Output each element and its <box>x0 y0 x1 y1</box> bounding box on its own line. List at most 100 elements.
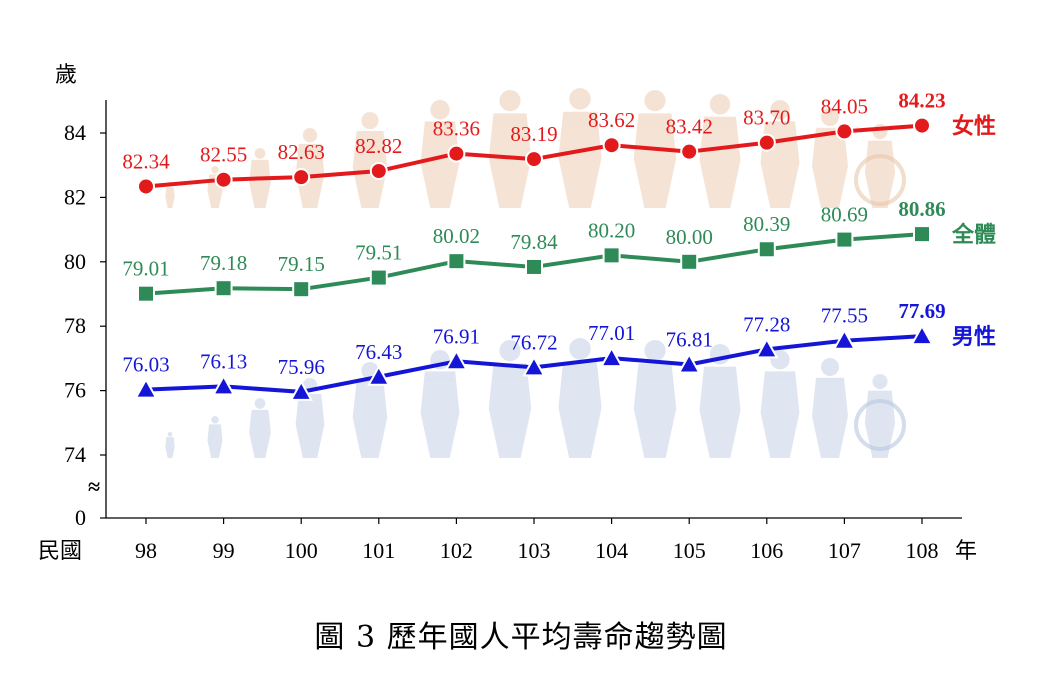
data-label: 80.20 <box>588 218 635 242</box>
series-全體: 79.01 79.18 79.15 79.51 80.02 79.84 80.20 80.00… <box>122 197 996 303</box>
male-figure-8 <box>633 340 677 458</box>
female-figure-body <box>488 113 532 208</box>
x-tick-label: 102 <box>440 538 473 563</box>
data-point-marker <box>292 280 311 299</box>
female-figure-2 <box>249 148 271 208</box>
data-point-marker <box>137 284 155 303</box>
female-figure-8 <box>633 90 677 208</box>
data-label: 79.15 <box>278 252 325 276</box>
figure-caption: 圖 3 歷年國人平均壽命趨勢圖 <box>314 620 728 655</box>
male-figure-head <box>167 432 173 437</box>
y-axis-label: 歲 <box>55 63 77 88</box>
data-label: 77.69 <box>898 299 945 323</box>
male-figure-body <box>249 409 271 458</box>
data-point-marker <box>835 122 854 141</box>
female-figure-head <box>872 124 888 140</box>
x-tick-label: 106 <box>750 538 783 563</box>
data-label: 83.62 <box>588 108 635 132</box>
male-figure-2 <box>249 398 271 458</box>
x-tick-label: 105 <box>673 538 706 563</box>
male-figure-body <box>558 361 602 458</box>
male-figure-body <box>760 371 800 458</box>
data-label: 76.13 <box>200 349 247 373</box>
data-label: 75.96 <box>278 355 325 379</box>
data-point-marker <box>367 364 391 386</box>
data-point-marker <box>369 161 388 180</box>
male-figure-10 <box>760 350 800 458</box>
female-figure-body <box>558 111 602 208</box>
data-label: 84.05 <box>821 94 868 118</box>
data-label: 82.82 <box>355 134 402 158</box>
x-axis-prefix-label: 民國 <box>38 539 82 564</box>
series-name-label: 全體 <box>951 222 996 248</box>
y-tick-label: 82 <box>64 184 86 209</box>
data-point-marker <box>214 170 233 189</box>
data-label: 82.55 <box>200 143 247 167</box>
female-figure-head <box>361 112 379 130</box>
x-tick-label: 98 <box>135 538 157 563</box>
data-label: 83.19 <box>510 122 557 146</box>
data-point-marker <box>599 346 624 368</box>
axis-break-mark: ≈ <box>88 474 100 499</box>
x-tick-label: 107 <box>828 538 861 563</box>
female-figure-head <box>430 100 450 120</box>
male-figure-body <box>812 377 848 458</box>
data-point-marker <box>602 246 621 265</box>
data-label: 77.01 <box>588 321 635 345</box>
x-tick-label: 99 <box>213 538 235 563</box>
life-expectancy-chart: 74 76 78 80 82 84 0≈ 歲 98 99 100 101 102 103 104 105 106… <box>38 63 996 564</box>
series-name-label: 女性 <box>952 114 996 140</box>
male-figure-0 <box>165 432 175 458</box>
female-figure-body <box>633 113 677 208</box>
data-label: 76.91 <box>433 324 480 348</box>
female-figure-7 <box>558 88 602 208</box>
male-figure-body <box>488 363 532 458</box>
data-point-marker <box>137 177 155 196</box>
data-point-marker <box>757 240 776 259</box>
data-label: 83.42 <box>666 115 713 139</box>
data-point-marker <box>369 268 388 287</box>
female-figure-head <box>499 90 521 112</box>
y-tick-label: 80 <box>64 249 86 274</box>
data-label: 83.36 <box>433 117 480 141</box>
male-figure-7 <box>558 338 602 458</box>
data-point-marker <box>913 225 931 244</box>
data-point-marker <box>677 352 701 374</box>
female-figure-head <box>254 148 266 159</box>
female-figure-head <box>821 108 839 126</box>
data-label: 84.23 <box>898 89 945 113</box>
data-point-marker <box>289 379 313 401</box>
male-figure-6 <box>488 340 532 458</box>
data-label: 80.86 <box>898 197 945 221</box>
series-女性: 82.34 82.55 82.63 82.82 83.36 83.19 83.62 83.42… <box>122 89 996 196</box>
male-figure-head <box>569 338 591 360</box>
male-figure-body <box>864 390 896 458</box>
data-label: 79.51 <box>355 241 402 265</box>
data-label: 76.03 <box>122 353 169 377</box>
series-男性: 76.03 76.13 75.96 76.43 76.91 76.72 77.01 76.81… <box>122 299 996 401</box>
female-figure-5 <box>420 100 460 208</box>
female-figure-head <box>302 128 318 143</box>
female-figure-body <box>420 121 460 208</box>
data-label: 77.28 <box>743 312 790 336</box>
male-figure-body <box>352 381 388 458</box>
data-point-marker <box>913 116 931 135</box>
y-tick-label: 76 <box>64 378 86 403</box>
x-tick-label: 108 <box>906 538 939 563</box>
data-point-marker <box>292 168 311 187</box>
data-label: 80.39 <box>743 212 790 236</box>
male-figure-head <box>254 398 266 409</box>
data-point-marker <box>214 279 233 298</box>
female-figure-head <box>644 90 666 112</box>
male-figure-body <box>420 371 460 458</box>
male-figure-head <box>499 340 521 362</box>
data-point-marker <box>680 142 699 161</box>
female-figure-6 <box>488 90 532 208</box>
series-group: 82.34 82.55 82.63 82.82 83.36 83.19 83.62 83.42… <box>122 89 996 401</box>
male-figure-head <box>644 340 666 362</box>
axes: 74 76 78 80 82 84 0≈ 歲 98 99 100 101 102 103 104 105 106… <box>38 63 977 564</box>
data-label: 76.81 <box>666 328 713 352</box>
y-tick-label: 78 <box>64 313 86 338</box>
male-figure-body <box>165 437 175 458</box>
data-point-marker <box>134 377 158 399</box>
